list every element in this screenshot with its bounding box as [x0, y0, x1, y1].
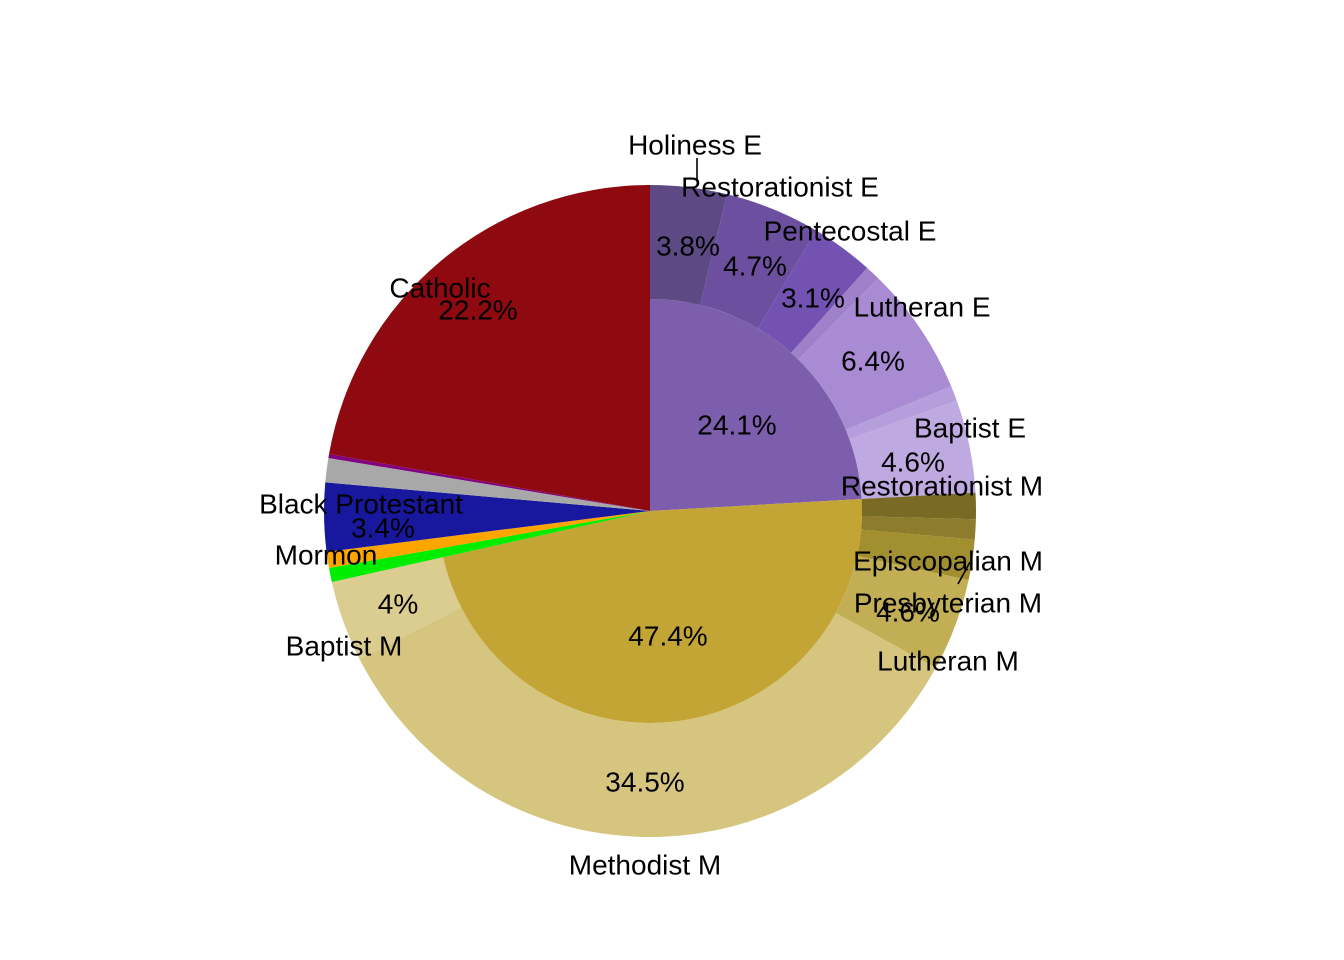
- ring-restorationist-e: [700, 194, 816, 329]
- percent-label-12: 3.4%: [351, 513, 415, 544]
- wedge-black-protestant: [324, 482, 650, 552]
- segment-label-baptist-e: Baptist E: [914, 413, 1026, 444]
- ring-baptist-e: [849, 400, 976, 500]
- segment-label-baptist-m: Baptist M: [286, 631, 403, 662]
- segment-label-presbyterian-m: Presbyterian M: [854, 588, 1042, 619]
- segment-label-pentecostal-e: Pentecostal E: [764, 216, 937, 247]
- ring-unlabeled-e-1: [791, 267, 879, 360]
- segment-label-mormon: Mormon: [275, 540, 378, 571]
- ring-methodist-m: [359, 607, 936, 837]
- segment-label-restorationist-e: Restorationist E: [681, 172, 879, 203]
- ring-lutheran-e: [798, 278, 952, 430]
- ring-restorationist-m: [861, 492, 976, 520]
- percent-label-4: 6.4%: [841, 346, 905, 377]
- segment-label-lutheran-m: Lutheran M: [877, 646, 1019, 677]
- percent-label-3: 3.1%: [781, 283, 845, 314]
- percent-label-9: 34.5%: [605, 767, 684, 798]
- percent-label-7: 4.6%: [876, 597, 940, 628]
- leader-line-2: [957, 561, 971, 585]
- ring-baptist-m: [331, 557, 462, 660]
- segment-label-episcopalian-m: Episcopalian M: [853, 546, 1043, 577]
- percent-label-6: 24.1%: [697, 410, 776, 441]
- segment-label-lutheran-e: Lutheran E: [854, 292, 991, 323]
- segment-label-black-protestant: Black Protestant: [259, 489, 463, 520]
- wedge-mainline-group: [443, 499, 862, 723]
- percent-label-1: 3.8%: [656, 231, 720, 262]
- segment-label-holiness-e: Holiness E: [628, 130, 762, 161]
- percent-label-2: 4.7%: [723, 251, 787, 282]
- segment-label-methodist-m: Methodist M: [569, 850, 722, 881]
- segment-label-catholic: Catholic: [389, 273, 490, 304]
- ring-pentecostal-e: [757, 230, 868, 353]
- ring-lutheran-m: [835, 555, 969, 669]
- ring-episcopalian-m: [861, 516, 976, 540]
- wedge-catholic: [329, 184, 650, 511]
- segment-label-restorationist-m: Restorationist M: [841, 471, 1043, 502]
- wedge-evangelical-group: [650, 299, 862, 511]
- wedge-gray-sliver: [325, 457, 650, 511]
- percent-label-5: 4.6%: [881, 447, 945, 478]
- wedge-mormon: [326, 511, 650, 569]
- wedge-purple-sliver: [328, 453, 650, 511]
- wedge-green-sliver: [329, 511, 650, 583]
- ring-presbyterian-m: [857, 529, 975, 581]
- percent-label-8: 47.4%: [628, 621, 707, 652]
- ring-unlabeled-e-2: [845, 386, 957, 440]
- percent-label-10: 4%: [378, 589, 418, 620]
- ring-holiness-e: [650, 185, 728, 306]
- percent-label-11: 22.2%: [438, 295, 517, 326]
